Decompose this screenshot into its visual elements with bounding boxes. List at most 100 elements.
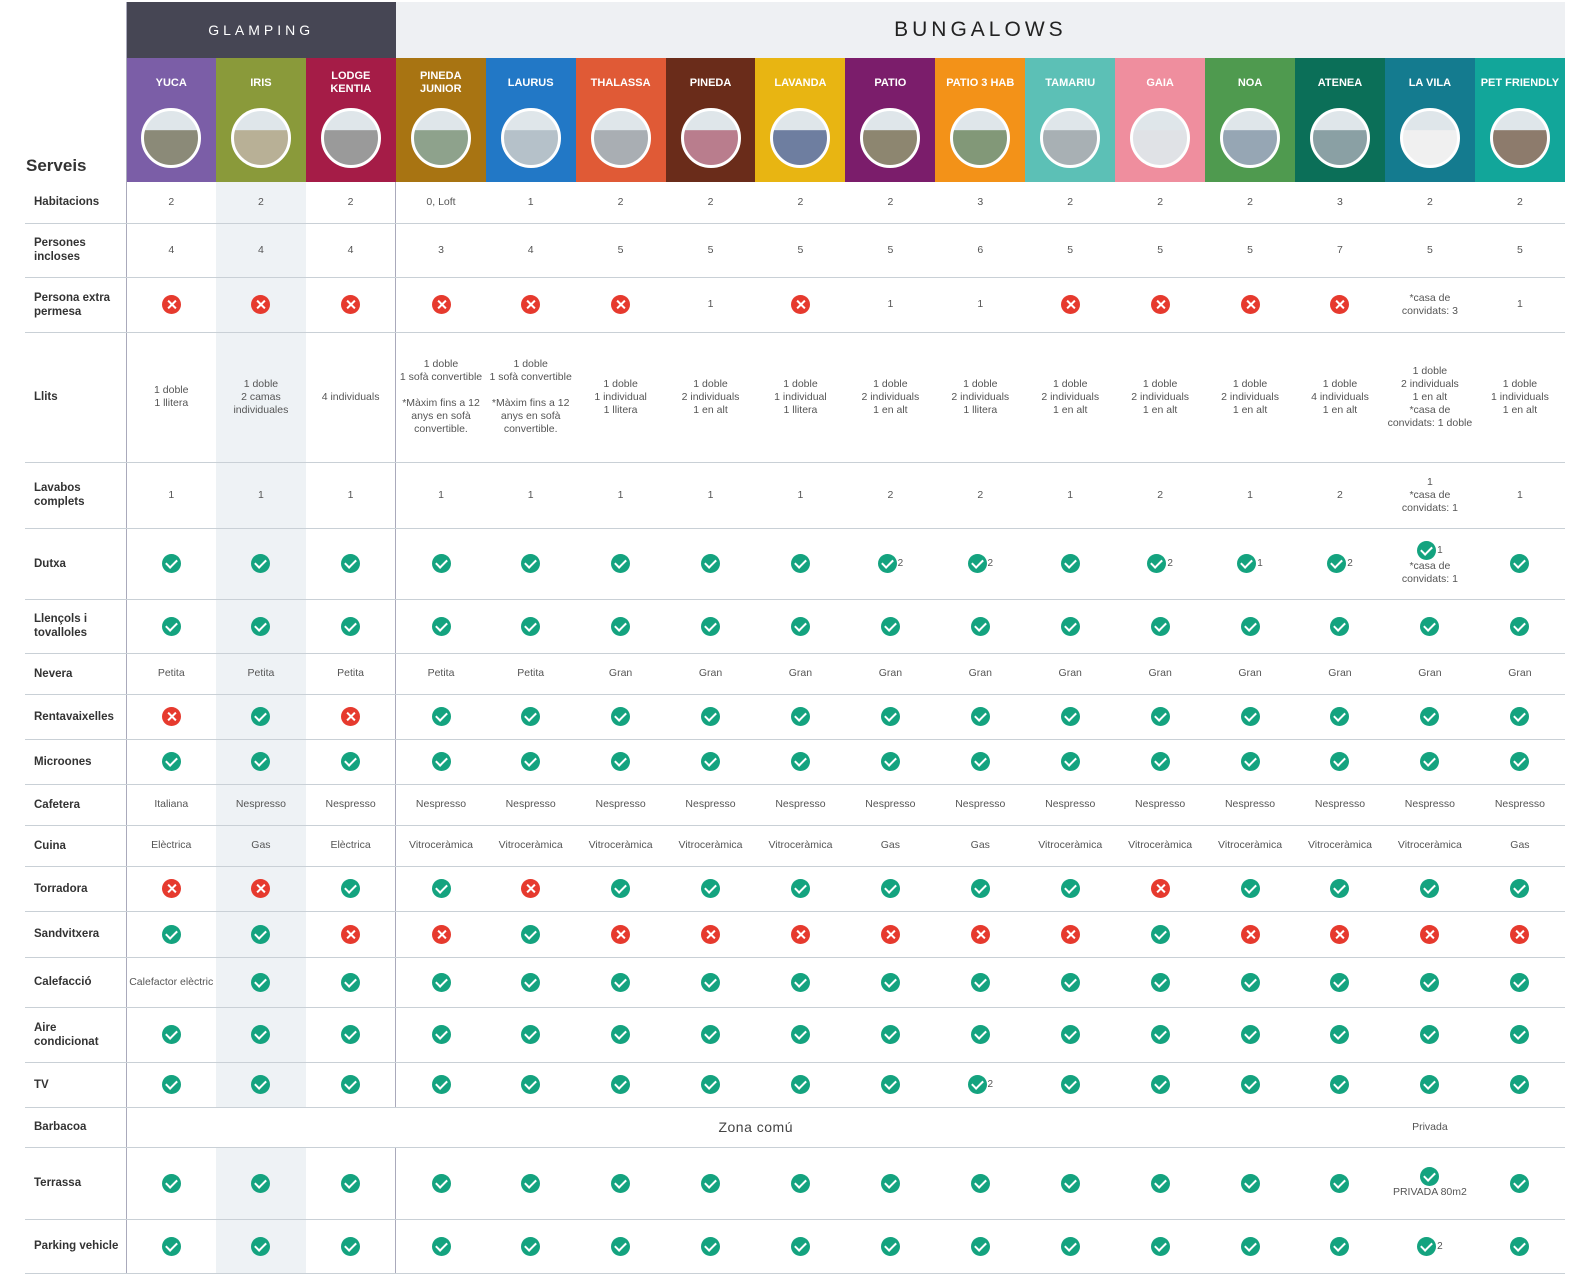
cell-line: 4 individuals [1311,390,1369,403]
table-cell [1205,739,1296,785]
row-label: Aire condicionat [25,1007,127,1063]
check-icon [880,1173,900,1193]
check-icon [1420,1025,1440,1044]
check-icon [1330,879,1350,898]
table-cell: 2 [1205,182,1296,224]
unit-name: YUCA [155,76,187,89]
cell-line: *casa de convidats: 1 [1401,560,1458,585]
check-icon [521,924,541,944]
cross-icon [1060,295,1080,314]
table-cell [575,1147,666,1220]
check-icon [431,1173,451,1193]
row-label: Cafetera [25,784,127,826]
check-icon [1060,1025,1080,1044]
table-cell [935,599,1026,654]
table-cell: 1 doble 2 individuals 1 en alt *casa de con… [1384,332,1475,463]
check-icon [431,972,451,992]
table-cell [395,694,486,740]
check-icon [251,1173,271,1193]
table-cell [665,694,756,740]
table-row: Rentavaixelles [25,694,1565,740]
cell-line: 1 doble [423,358,459,370]
cross-icon [521,879,541,898]
table-cell: 5 [1115,223,1206,278]
check-icon [1510,554,1530,573]
table-cell [575,739,666,785]
table-cell [665,911,756,958]
cell-line: 1 doble [1142,377,1178,390]
table-cell [395,599,486,654]
check-icon [1150,1075,1170,1094]
row-label: Terrassa [25,1147,127,1220]
check-icon [1510,1075,1530,1094]
check-icon [611,554,631,573]
table-cell: 2 [1115,182,1206,224]
row-label: Nevera [25,653,127,695]
table-cell [1384,739,1475,785]
check-icon [611,1236,631,1256]
table-cell: Nespresso [485,784,576,826]
count-label: 2 [1347,558,1353,569]
table-cell: 2 [1295,462,1385,529]
table-cell [845,739,936,785]
check-icon [1420,879,1440,898]
check-icon [431,707,451,726]
table-cell: Elèctrica [305,825,397,867]
table-cell [845,1147,936,1220]
check-icon [1237,554,1257,573]
cell-line: 1 doble [154,384,189,396]
cell-line: 1 llitera [603,403,638,416]
table-cell [215,957,306,1008]
table-cell [1384,957,1475,1008]
table-cell: 1 *casa de convidats: 1 [1384,528,1475,600]
table-cell [1295,599,1385,654]
table-cell: 2 [935,1062,1026,1108]
table-cell [395,528,486,600]
check-icon [790,707,810,726]
table-cell: 2 [305,182,397,224]
unit-photo [860,108,921,168]
table-cell: 2 [1474,182,1565,224]
table-cell [1295,1219,1385,1274]
unit-name: PINEDA [689,76,732,89]
table-cell: Gran [1474,653,1565,695]
check-icon [611,879,631,898]
check-icon [341,1025,361,1044]
table-cell: 4 individuals [305,332,397,463]
table-cell: 4 [305,223,397,278]
table-cell [665,1147,756,1220]
table-cell [305,957,397,1008]
table-cell [126,866,216,912]
check-icon [1060,616,1080,636]
check-icon [1330,616,1350,636]
table-cell: Vitroceràmica [485,825,576,867]
check-icon [521,1236,541,1256]
table-cell: 1 [485,182,576,224]
unit-header: IRIS [215,58,306,182]
check-icon [1147,554,1167,573]
table-cell: 5 [1025,223,1116,278]
table-cell [1025,694,1116,740]
table-cell: Nespresso [755,784,846,826]
check-icon [970,879,990,898]
check-icon [701,752,721,771]
table-cell [1205,866,1296,912]
cell-line [488,384,574,397]
table-row: Cafetera Italiana Nespresso Nespresso Nespre… [25,784,1565,826]
table-row: Lavabos complets 1 1 1 1 1 1 1 1 2 2 1 2 1 2 1 *casa de … [25,462,1565,529]
cell-line: 1 doble [603,377,638,390]
check-icon [1417,1236,1437,1256]
check-icon [790,972,810,992]
check-icon [970,707,990,726]
cross-icon [1240,924,1260,944]
table-cell [1025,739,1116,785]
row-label: Barbacoa [25,1107,127,1148]
table-cell [1115,957,1206,1008]
table-cell [395,957,486,1008]
table-cell [126,739,216,785]
cell-line: 1 individual [774,390,827,403]
check-icon [701,879,721,898]
check-icon [521,1173,541,1193]
services-heading-text: Serveis [26,156,87,175]
check-icon [880,707,900,726]
